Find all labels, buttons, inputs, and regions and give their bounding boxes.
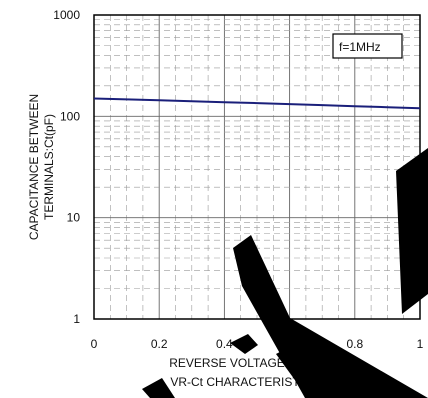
annotation-label: f=1MHz (339, 40, 381, 54)
watermark-shape (276, 344, 336, 398)
watermark-shape (142, 378, 175, 398)
y-axis-label-line1: CAPACITANCE BETWEEN (27, 94, 41, 240)
y-tick-label: 1000 (53, 8, 80, 22)
y-tick-label: 10 (67, 211, 81, 225)
grid (94, 15, 420, 319)
y-tick-labels: 1 10 100 1000 (53, 8, 80, 326)
x-tick-label: 0 (91, 337, 98, 351)
annotation-box: f=1MHz (332, 33, 403, 59)
x-tick-label: 0.2 (151, 337, 168, 351)
x-tick-label: 0.8 (346, 337, 363, 351)
watermark (142, 148, 428, 398)
watermark-shape (233, 235, 428, 398)
x-tick-label: 0.4 (216, 337, 233, 351)
y-tick-label: 1 (73, 312, 80, 326)
x-tick-label: 1 (417, 337, 424, 351)
y-axis-label-line2: TERMINALS:Ct(pF) (42, 114, 56, 220)
watermark-shape (230, 334, 258, 354)
series-layer (93, 97, 421, 110)
series-line (93, 97, 421, 110)
annotation-frame (332, 33, 403, 59)
watermark-shape (396, 148, 428, 314)
chart-title: VR-Ct CHARACTERISTICS (170, 375, 319, 389)
y-tick-label: 100 (60, 109, 80, 123)
x-tick-labels: 00.20.40.60.81 (91, 337, 424, 351)
